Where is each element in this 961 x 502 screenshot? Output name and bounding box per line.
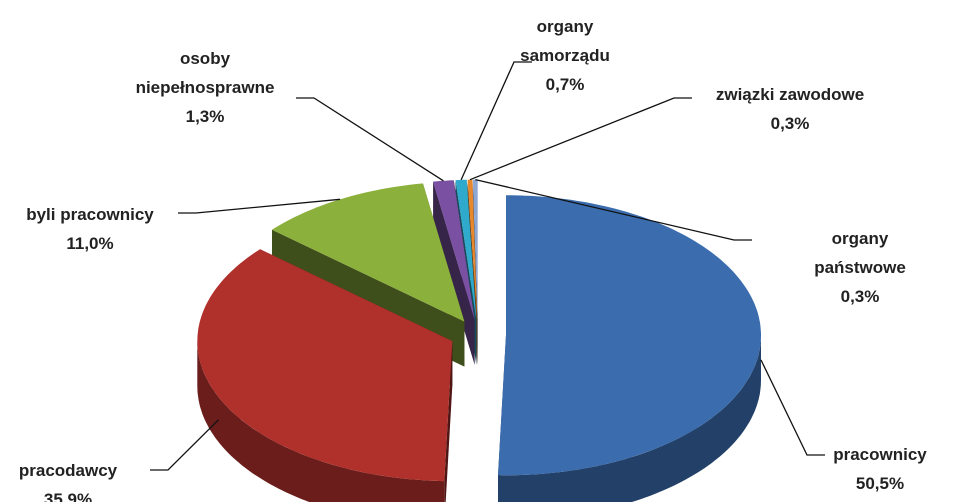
- label-value: 50,5%: [855, 474, 905, 493]
- leader-line: [296, 97, 444, 182]
- slice-label: organy państwowe 0,3%: [785, 224, 935, 311]
- slice-side: [433, 181, 475, 365]
- slice-top: [272, 183, 465, 322]
- leader-line: [475, 178, 752, 241]
- slice-label: organy samorządu 0,7%: [490, 12, 640, 99]
- leader-line: [469, 97, 692, 181]
- pie-slice: [197, 249, 453, 502]
- slice-top: [467, 179, 478, 320]
- slice-top: [455, 179, 477, 320]
- label-value: 35,9%: [43, 490, 93, 502]
- slice-label: byli pracownicy 11,0%: [15, 200, 165, 258]
- slice-top: [472, 179, 478, 320]
- label-value: 0,3%: [770, 114, 810, 133]
- slice-wall: [498, 335, 761, 502]
- slice-top: [498, 195, 761, 476]
- slice-top: [433, 180, 475, 320]
- label-name: osoby niepełnosprawne: [135, 49, 275, 97]
- leader-line: [178, 198, 341, 214]
- slice-wall: [197, 341, 445, 502]
- slice-top: [197, 249, 453, 482]
- label-value: 1,3%: [185, 107, 225, 126]
- pie-slice: [433, 180, 475, 365]
- label-name: pracodawcy: [18, 461, 118, 480]
- label-value: 0,7%: [545, 75, 585, 94]
- slice-label: związki zawodowe 0,3%: [715, 80, 865, 138]
- label-name: pracownicy: [833, 445, 927, 464]
- label-name: byli pracownicy: [26, 205, 154, 224]
- label-value: 0,3%: [840, 287, 880, 306]
- leader-line: [460, 61, 532, 181]
- leader-line: [150, 419, 220, 471]
- label-name: związki zawodowe: [715, 85, 865, 104]
- pie-slice: [498, 195, 761, 502]
- leader-line: [760, 359, 825, 456]
- slice-label: pracownicy 50,5%: [805, 440, 955, 498]
- label-name: organy państwowe: [814, 229, 906, 277]
- slice-label: pracodawcy 35,9%: [0, 456, 143, 502]
- slice-label: osoby niepełnosprawne 1,3%: [130, 44, 280, 131]
- label-value: 11,0%: [66, 234, 114, 253]
- label-name: organy samorządu: [520, 17, 610, 65]
